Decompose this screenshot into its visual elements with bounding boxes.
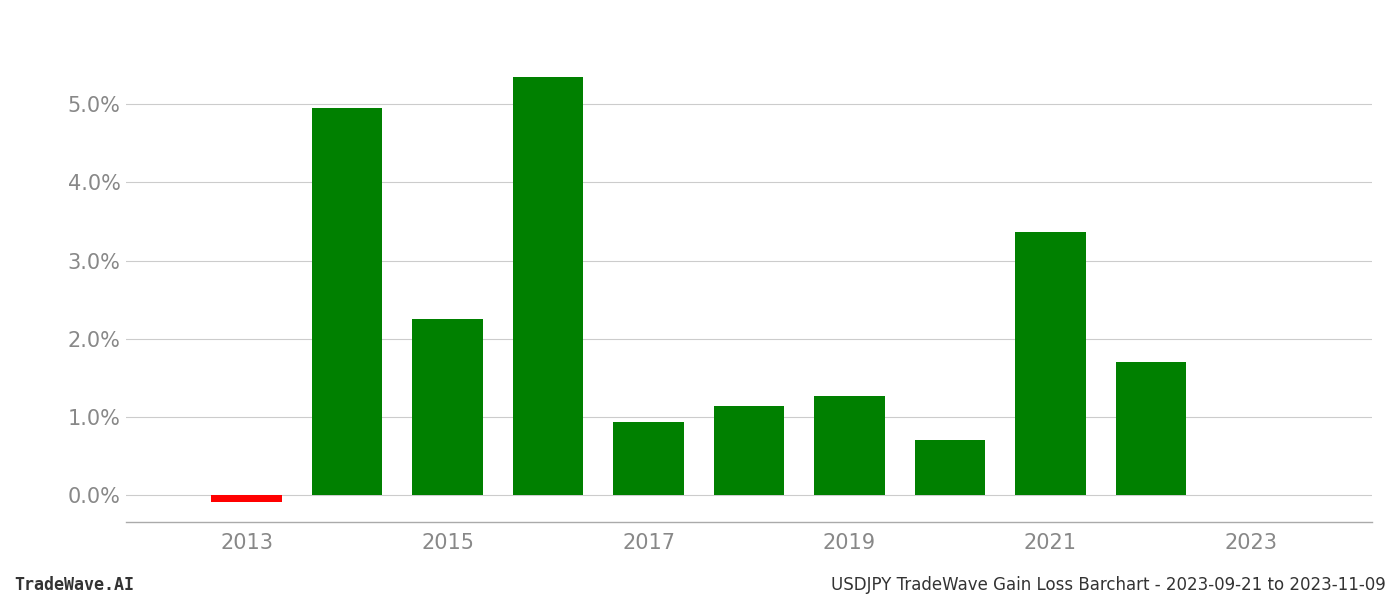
Bar <box>413 319 483 494</box>
Bar <box>1015 232 1085 494</box>
Bar <box>312 109 382 494</box>
Bar <box>714 406 784 494</box>
Bar <box>1116 362 1186 494</box>
Bar <box>815 395 885 494</box>
Text: TradeWave.AI: TradeWave.AI <box>14 576 134 594</box>
Bar <box>512 77 584 494</box>
Bar <box>211 494 281 502</box>
Text: USDJPY TradeWave Gain Loss Barchart - 2023-09-21 to 2023-11-09: USDJPY TradeWave Gain Loss Barchart - 20… <box>832 576 1386 594</box>
Bar <box>914 440 986 494</box>
Bar <box>613 422 683 494</box>
